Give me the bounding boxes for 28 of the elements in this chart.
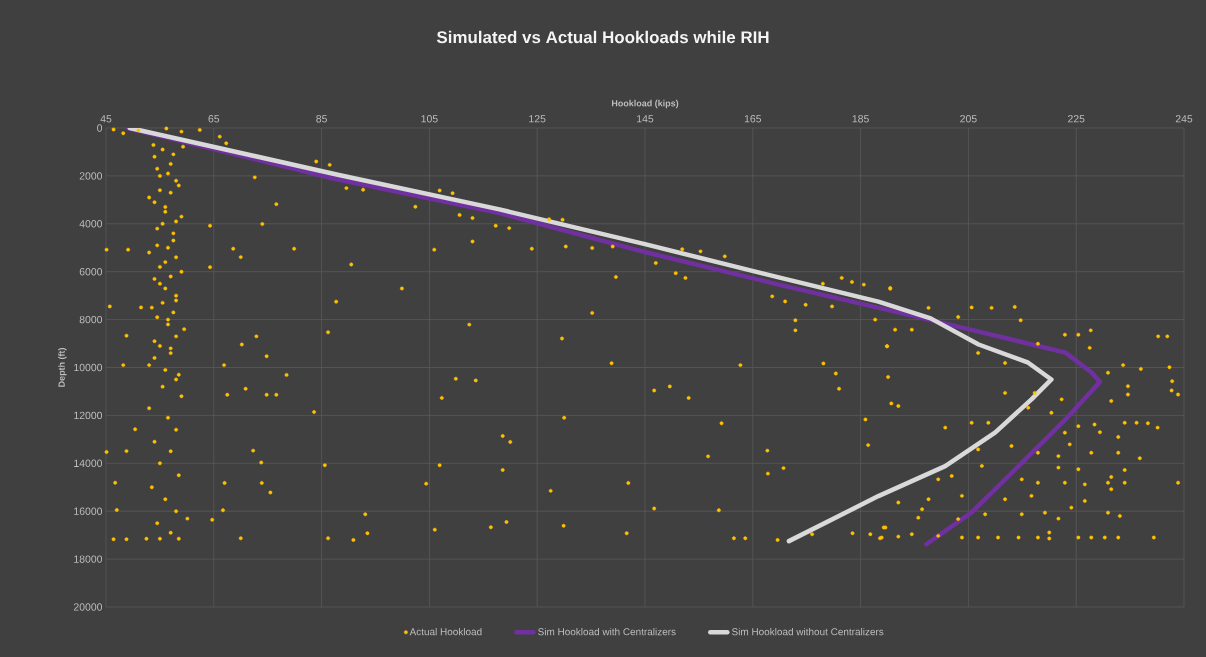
y-axis-title: Depth (ft) — [58, 348, 67, 387]
y-tick-label: 0 — [97, 124, 103, 132]
x-tick-label: 225 — [1068, 115, 1085, 123]
x-tick-label: 125 — [529, 115, 546, 123]
x-tick-label: 105 — [421, 115, 438, 123]
x-axis-title: Hookload (kips) — [611, 99, 679, 109]
y-tick-label: 10000 — [74, 363, 103, 372]
y-tick-label: 20000 — [73, 603, 103, 611]
y-tick-label: 8000 — [79, 315, 103, 324]
x-tick-label: 205 — [960, 115, 977, 123]
chart-title: Simulated vs Actual Hookloads while RIH — [436, 30, 769, 44]
y-tick-label: 2000 — [79, 172, 103, 180]
x-tick-label: 85 — [316, 115, 327, 123]
legend-label: Actual Hookload — [409, 627, 482, 636]
x-tick-label: 165 — [744, 115, 762, 123]
legend-label: Sim Hookload without Centralizers — [732, 627, 884, 636]
x-tick-label: 245 — [1175, 115, 1193, 123]
y-tick-label: 12000 — [74, 411, 103, 420]
x-tick-label: 65 — [208, 115, 220, 123]
y-tick-label: 18000 — [74, 555, 103, 563]
x-tick-label: 145 — [637, 115, 654, 123]
legend-label: Sim Hookload with Centralizers — [538, 627, 676, 636]
y-tick-label: 4000 — [79, 220, 103, 228]
y-tick-label: 14000 — [74, 459, 103, 467]
y-tick-label: 6000 — [79, 267, 103, 276]
y-tick-label: 16000 — [74, 507, 103, 515]
x-tick-label: 45 — [100, 115, 112, 123]
x-tick-label: 185 — [852, 115, 869, 123]
